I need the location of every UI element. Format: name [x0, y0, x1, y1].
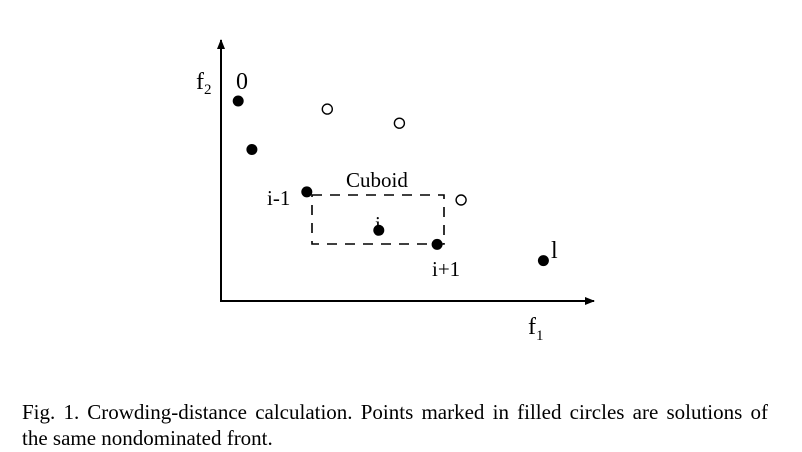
x-axis-label-subscript: 1 — [536, 328, 544, 344]
filled-point-3 — [373, 224, 385, 236]
filled-point-1 — [246, 144, 258, 155]
y-axis-label: f2 — [196, 69, 212, 98]
point-label-l: l — [551, 238, 558, 264]
filled-point-4 — [431, 238, 443, 250]
point-label-i-plus-1: i+1 — [432, 257, 460, 281]
point-label-i-minus-1: i-1 — [267, 186, 290, 210]
caption-text: Crowding-distance calculation. Points ma… — [22, 400, 768, 450]
x-axis-label: f1 — [528, 314, 544, 344]
filled-point-5 — [537, 255, 549, 267]
cuboid-label: Cuboid — [346, 168, 408, 192]
filled-point-2 — [301, 186, 313, 198]
y-axis-label-main: f — [196, 69, 204, 95]
filled-point-0 — [232, 95, 244, 107]
data-points — [232, 95, 549, 267]
y-axis-label-subscript: 2 — [204, 82, 212, 98]
open-point-1 — [393, 117, 406, 129]
point-label-i: i — [375, 212, 381, 236]
crowding-distance-figure: f2 f1 Cuboid 0 i-1 i i+1 l — [196, 39, 595, 344]
open-point-2 — [455, 194, 467, 206]
figure-caption: Fig. 1. Crowding-distance calculation. Po… — [22, 399, 768, 451]
point-label-0: 0 — [236, 69, 248, 95]
caption-label: Fig. 1. — [22, 400, 80, 424]
x-axis-label-main: f — [528, 314, 536, 340]
open-point-0 — [321, 103, 333, 115]
